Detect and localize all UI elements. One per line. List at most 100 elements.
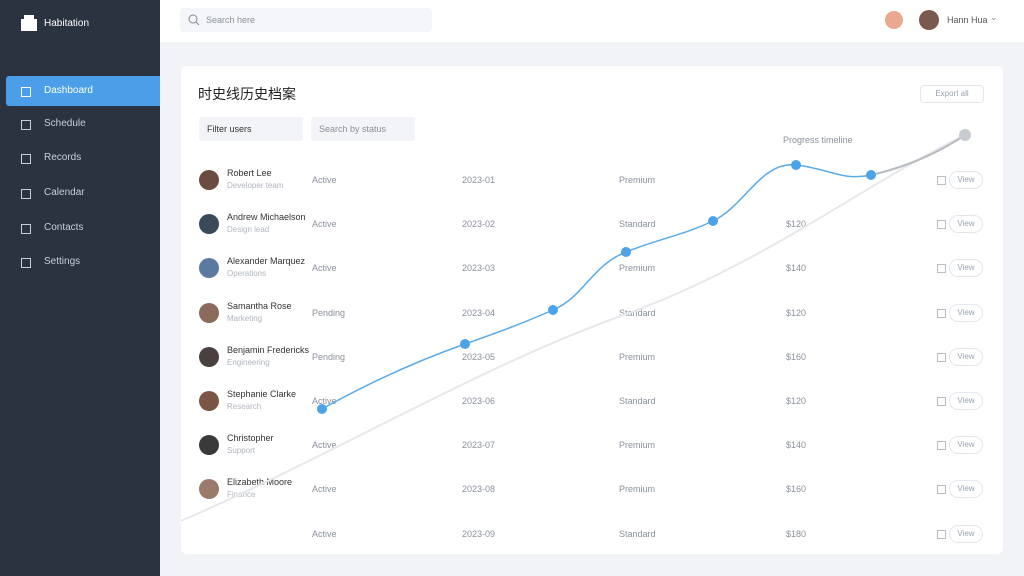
trend-line [181,134,966,522]
avatar[interactable] [199,214,219,235]
menu-icon [21,189,31,199]
row-icon[interactable] [937,308,946,318]
topbar: Search here Hann Hua ⌄ [160,0,1024,42]
filter[interactable]: Filter users [199,117,303,141]
avatar[interactable] [885,11,903,29]
menu-item[interactable]: Calendar [6,178,160,208]
row-button[interactable]: View [949,480,983,499]
avatar[interactable] [199,391,219,411]
cell: Standard [619,528,656,539]
cell: Active [312,263,337,274]
avatar[interactable] [199,479,219,500]
cell: 2023-02 [462,219,496,230]
avatar[interactable] [199,170,219,190]
dropdown[interactable]: ⌄ [990,12,998,22]
filter-text: Filter users [207,124,252,134]
cell: Active [312,175,337,185]
cell: $120 [786,219,807,230]
cell: $180 [786,528,807,539]
row-icon[interactable] [937,441,946,451]
row-button[interactable]: View [949,171,983,189]
user-sub: Design lead [227,225,270,235]
chart-label: Progress timeline [783,135,853,145]
user-sub: Finance [227,490,256,500]
avatar[interactable] [199,435,219,456]
user-name: Benjamin Fredericks [227,344,310,355]
avatar[interactable] [199,302,219,323]
cell: Premium [619,484,656,495]
menu-icon [21,120,31,130]
cell: Premium [619,263,656,274]
menu-item[interactable]: Records [6,143,160,173]
search-box[interactable]: Search here [180,8,432,32]
row-icon[interactable] [937,352,946,362]
row-icon[interactable] [937,397,946,406]
user-sub: Marketing [227,313,263,323]
menu-icon [21,224,31,234]
cell: 2023-05 [462,351,496,362]
search-placeholder: Search here [206,15,256,25]
timeline-points [317,160,876,414]
user-sub: Engineering [227,357,270,367]
avatar[interactable] [199,258,219,279]
cell: Premium [619,440,656,451]
cell: $120 [786,396,807,406]
cell: 2023-06 [462,396,496,406]
row-icon[interactable] [937,529,946,539]
avatar[interactable] [919,10,939,30]
row-button[interactable]: View [949,303,983,322]
cell: Premium [619,175,656,185]
cell: Active [312,528,337,539]
menu-item[interactable]: Settings [6,247,160,277]
search-icon [188,14,200,26]
cell: Pending [312,307,346,318]
menu-item[interactable]: Schedule [6,109,160,139]
cell: 2023-04 [462,307,496,318]
cell: 2023-09 [462,528,496,539]
row-icon[interactable] [937,220,946,230]
user-name: Robert Lee [227,168,272,178]
menu-item[interactable]: Dashboard [6,76,160,106]
card: 时史线历史档案 Export all Filter users Search b… [181,66,1003,554]
user-name: Elizabeth Moore [227,477,293,488]
cell: Pending [312,351,346,362]
filter-text: Search by status [319,124,387,134]
cell: Standard [619,307,656,318]
user-name: Christopher [227,433,274,444]
row-icon[interactable] [937,176,946,185]
row-button[interactable]: View [949,392,983,410]
row-icon[interactable] [937,485,946,495]
row-button[interactable]: View [949,215,983,234]
user-name: Stephanie Clarke [227,389,297,399]
user-sub: Support [227,446,256,456]
row-button[interactable]: View [949,436,983,455]
user-name: Andrew Michaelson [227,212,306,223]
cell: 2023-01 [462,175,496,185]
export-button[interactable]: Export all [920,85,984,103]
card-title: 时史线历史档案 [198,86,296,102]
cell: $160 [786,484,807,495]
timeline-overlay [181,129,971,522]
row-icon[interactable] [937,264,946,274]
user-sub: Operations [227,269,267,279]
menu-icon [21,258,31,268]
cell: Standard [619,396,656,406]
cell: 2023-08 [462,484,496,495]
avatar[interactable] [199,346,219,367]
cell: $140 [786,440,807,451]
cell: Active [312,396,337,406]
menu-icon [21,87,31,97]
row-button[interactable]: View [949,259,983,278]
cell: $120 [786,307,807,318]
menu-item[interactable]: Contacts [6,213,160,243]
cell: 2023-03 [462,263,496,274]
row-button[interactable]: View [949,347,983,366]
trend-line [870,134,966,176]
user-name: Samantha Rose [227,300,292,311]
filter[interactable]: Search by status [311,117,415,141]
user-name: Alexander Marquez [227,256,306,267]
cell: Active [312,440,337,451]
row-button[interactable]: View [949,524,983,543]
brand: Habitation [44,18,90,29]
